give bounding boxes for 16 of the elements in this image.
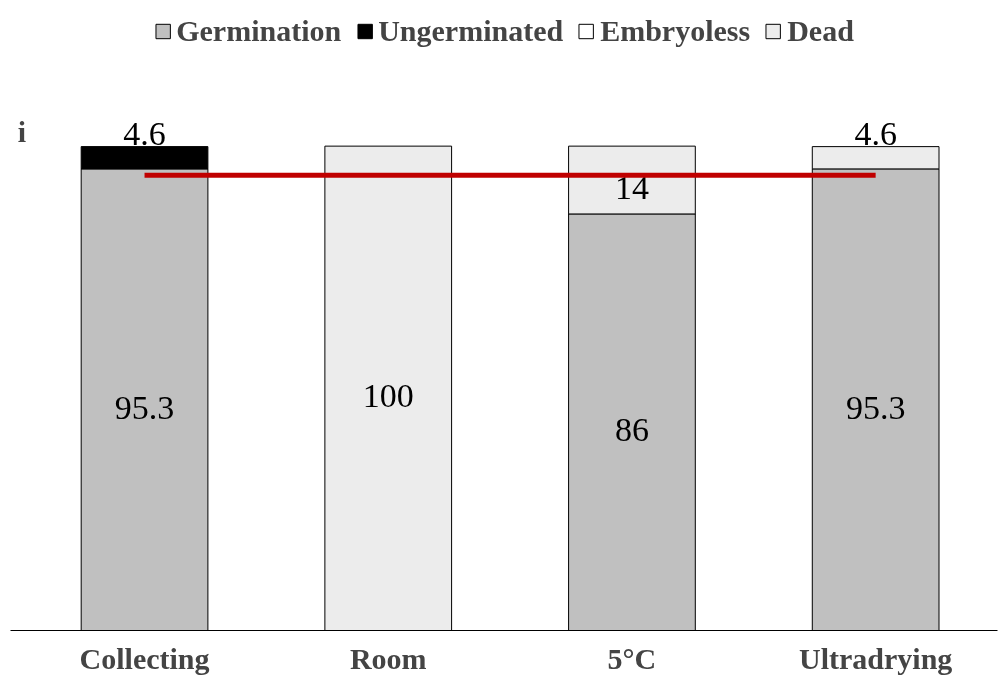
x-tick-label: Collecting xyxy=(79,641,210,675)
data-label: 4.6 xyxy=(854,114,897,152)
data-label: 4.6 xyxy=(123,114,166,152)
data-label: 100 xyxy=(362,377,414,415)
data-label: 86 xyxy=(614,411,649,449)
annotation: i xyxy=(17,115,27,149)
data-label: 14 xyxy=(614,169,649,207)
x-tick-label: Ultradrying xyxy=(798,641,953,675)
data-label: 95.3 xyxy=(114,388,175,426)
x-tick-label: 5°C xyxy=(607,641,657,675)
data-label: 95.3 xyxy=(845,388,906,426)
x-tick-label: Room xyxy=(349,641,427,675)
legend-label: Dead xyxy=(787,14,854,48)
legend-label: Embryoless xyxy=(600,14,751,48)
legend-label: Ungerminated xyxy=(378,14,564,48)
legend-label: Germination xyxy=(176,14,342,48)
